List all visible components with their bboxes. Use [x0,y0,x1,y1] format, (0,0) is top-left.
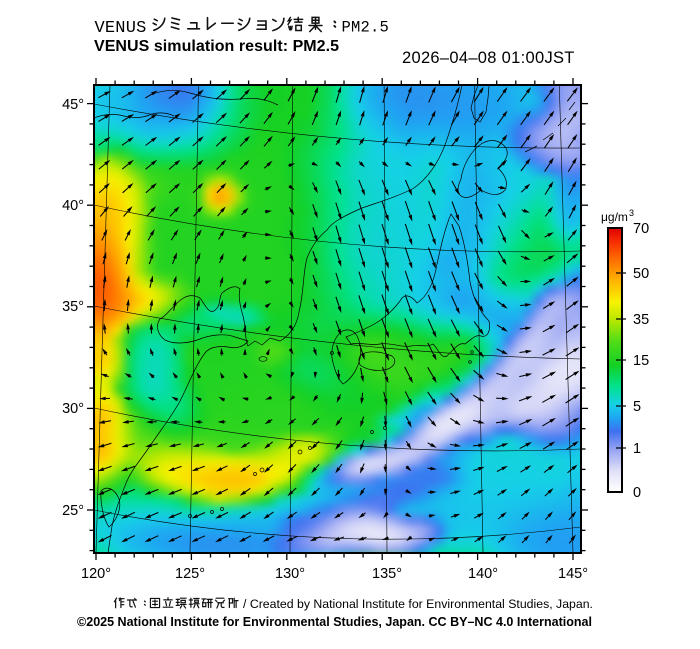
svg-text:120°: 120° [81,566,111,582]
svg-text:125°: 125° [175,566,205,582]
svg-text:1: 1 [633,441,641,457]
svg-text:2026–04–08 01:00JST: 2026–04–08 01:00JST [402,49,575,67]
svg-text:140°: 140° [468,566,498,582]
svg-text:35°: 35° [62,299,84,315]
svg-text:5: 5 [633,399,641,415]
svg-text:0: 0 [633,485,641,501]
svg-text:15: 15 [633,353,649,369]
svg-text:130°: 130° [275,566,305,582]
svg-text:50: 50 [633,266,649,282]
svg-text:135°: 135° [372,566,402,582]
svg-text:μg/m: μg/m [601,210,628,224]
svg-text:3: 3 [629,208,634,218]
svg-text:/ Created by National Institut: / Created by National Institute for Envi… [243,597,593,611]
svg-text:35: 35 [633,312,649,328]
svg-text:25°: 25° [62,503,84,519]
svg-text:PM2.5: PM2.5 [342,19,390,37]
svg-text:40°: 40° [62,198,84,214]
svg-text:145°: 145° [558,566,588,582]
svg-text:30°: 30° [62,401,84,417]
svg-text:70: 70 [633,221,649,237]
svg-text:©2025 National Institute for E: ©2025 National Institute for Environment… [77,614,592,629]
svg-text:45°: 45° [62,97,84,113]
svg-text:VENUS simulation result: PM2.5: VENUS simulation result: PM2.5 [94,38,339,55]
svg-text:VENUS: VENUS [95,19,147,38]
